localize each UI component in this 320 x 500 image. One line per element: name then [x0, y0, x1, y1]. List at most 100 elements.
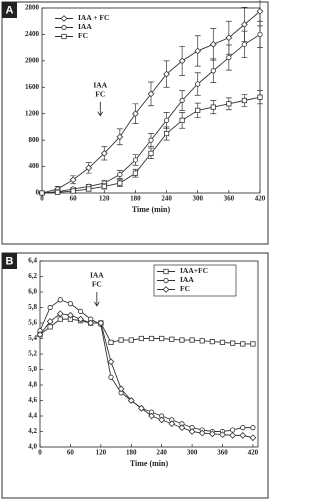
y-tick-label: 5,8 [28, 303, 37, 311]
marker [108, 339, 114, 345]
x-tick-label: 60 [67, 449, 75, 457]
legend-marker [163, 268, 169, 275]
marker [148, 150, 154, 156]
x-tick-label: 60 [70, 195, 78, 203]
series-line [39, 318, 253, 345]
marker [132, 170, 139, 176]
marker [67, 311, 74, 319]
y-tick-label: 4,6 [28, 396, 37, 404]
x-axis-label: Time (min) [132, 205, 171, 214]
legend-marker [61, 24, 67, 31]
series-line [39, 313, 254, 439]
panel-frame [1, 1, 269, 245]
marker [148, 137, 154, 143]
marker [57, 316, 63, 322]
marker [132, 110, 139, 118]
marker [69, 176, 77, 184]
marker [209, 40, 217, 48]
marker [47, 324, 53, 330]
marker [117, 180, 123, 186]
x-tick-label: 0 [40, 195, 44, 203]
marker [256, 7, 264, 15]
x-tick-label: 180 [130, 195, 141, 203]
x-tick-label: 420 [248, 449, 259, 457]
marker [195, 81, 201, 87]
marker [97, 319, 105, 327]
marker [226, 101, 232, 107]
marker [209, 430, 216, 438]
y-tick-label: 800 [29, 136, 40, 144]
marker [77, 308, 84, 314]
y-tick-label: 1200 [25, 109, 40, 117]
y-tick-label: 1600 [25, 83, 40, 91]
marker [163, 117, 170, 123]
marker [138, 335, 144, 342]
legend-marker [61, 33, 67, 40]
marker [241, 41, 248, 47]
marker [250, 425, 256, 431]
y-tick-label: 5,0 [28, 365, 37, 373]
marker [189, 337, 195, 343]
marker [85, 164, 93, 172]
x-tick-label: 300 [187, 449, 198, 457]
marker [257, 31, 263, 38]
annotation-text: IAA [90, 271, 104, 280]
legend-marker [162, 286, 170, 293]
annotation-text: FC [92, 280, 102, 289]
marker [179, 97, 185, 104]
panel-label: A [6, 4, 14, 16]
y-tick-label: 6,2 [28, 272, 37, 280]
marker [199, 338, 205, 344]
marker [138, 404, 145, 412]
marker [194, 47, 202, 55]
marker [101, 183, 107, 189]
marker [57, 297, 63, 303]
marker [116, 133, 124, 141]
marker [117, 171, 123, 178]
marker [158, 416, 166, 424]
marker [241, 21, 248, 28]
marker [179, 117, 185, 123]
panel-label-bg [2, 253, 17, 269]
marker [54, 189, 61, 195]
x-tick-label: 240 [156, 449, 167, 457]
marker [56, 310, 64, 318]
series-line [39, 299, 253, 432]
marker [226, 54, 232, 61]
y-tick-label: 5,4 [28, 334, 37, 342]
y-tick-label: 4,8 [28, 381, 37, 389]
x-tick-label: 180 [126, 449, 137, 457]
x-tick-label: 300 [192, 195, 203, 203]
marker [87, 319, 95, 327]
marker [100, 149, 108, 157]
legend-label: IAA + FC [78, 13, 109, 22]
x-tick-label: 120 [99, 195, 110, 203]
marker [118, 337, 124, 343]
marker [148, 335, 155, 342]
x-tick-label: 360 [224, 195, 235, 203]
marker [67, 301, 74, 307]
annotation-text: FC [95, 89, 105, 98]
marker [257, 94, 263, 100]
x-tick-label: 120 [96, 449, 107, 457]
x-tick-label: 240 [161, 195, 172, 203]
y-tick-label: 400 [29, 162, 40, 170]
y-tick-label: 6,4 [28, 257, 37, 265]
y-tick-label: 2000 [25, 56, 40, 64]
marker [117, 385, 125, 393]
annotation-text: IAA [93, 80, 107, 89]
marker [36, 331, 44, 338]
marker [178, 424, 186, 431]
marker [86, 186, 92, 192]
x-tick-label: 420 [255, 195, 266, 203]
marker [163, 130, 170, 137]
y-tick-label: 5,6 [28, 319, 37, 327]
y-tick-label: 6,0 [28, 288, 37, 296]
marker [39, 190, 45, 196]
marker [179, 337, 185, 343]
marker [188, 428, 196, 435]
y-tick-label: 4,0 [28, 443, 37, 451]
legend-label: IAA [78, 22, 92, 31]
marker [195, 107, 201, 114]
